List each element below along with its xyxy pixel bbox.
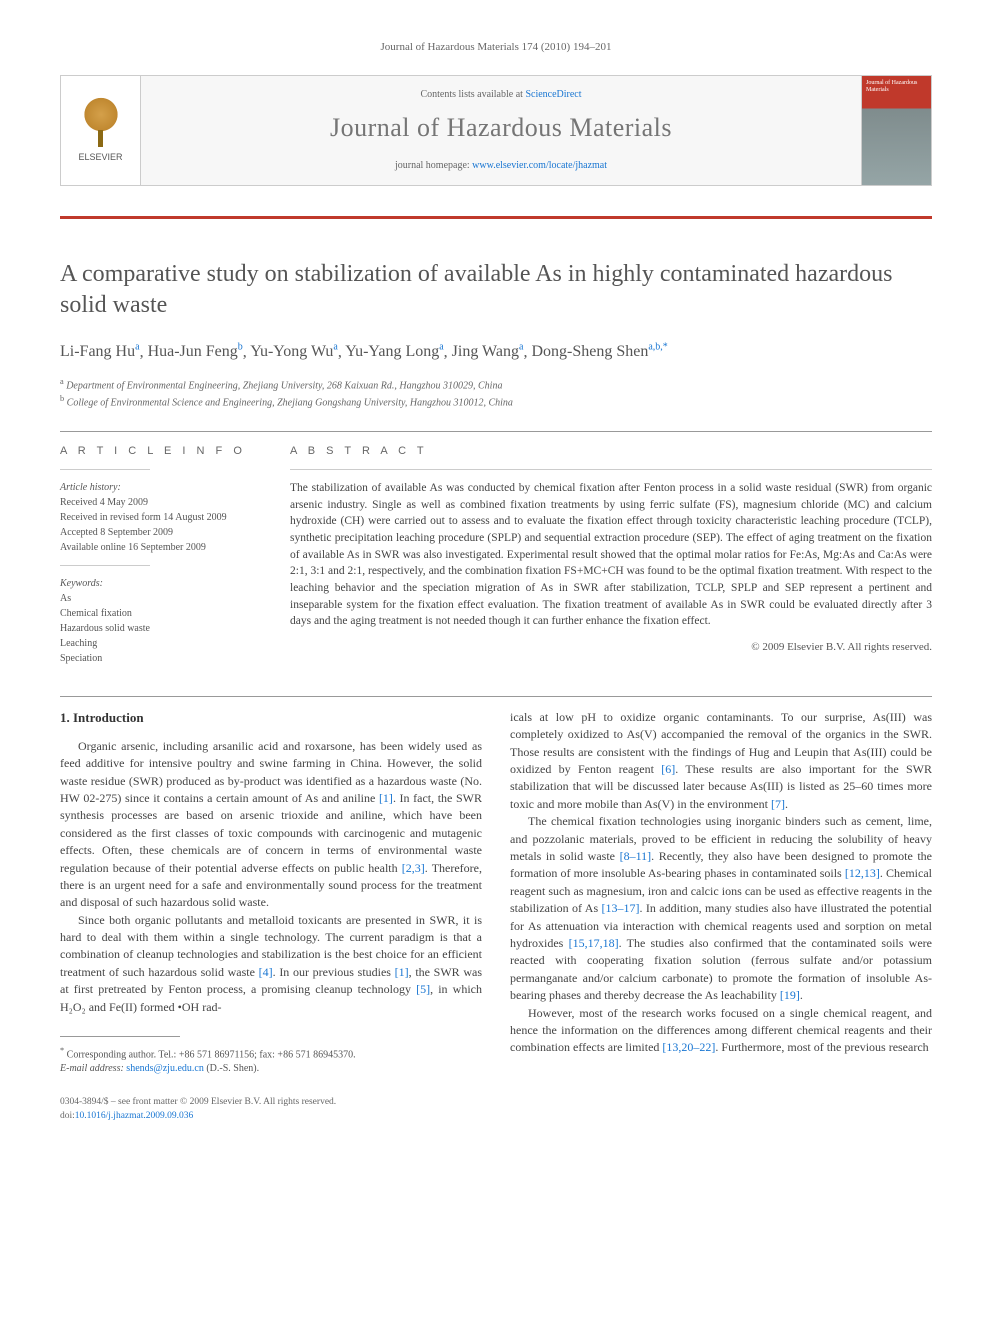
homepage-prefix: journal homepage: xyxy=(395,160,472,171)
keyword: Chemical fixation xyxy=(60,606,260,621)
author: Yu-Yong Wua xyxy=(250,343,338,360)
contents-available-line: Contents lists available at ScienceDirec… xyxy=(153,88,849,102)
email-suffix: (D.-S. Shen). xyxy=(206,1063,259,1074)
banner-center: Contents lists available at ScienceDirec… xyxy=(141,76,861,184)
publisher-name: ELSEVIER xyxy=(78,151,122,164)
article-title: A comparative study on stabilization of … xyxy=(60,259,932,321)
red-divider xyxy=(60,216,932,219)
author: Hua-Jun Fengb xyxy=(148,343,243,360)
abstract-column: A B S T R A C T The stabilization of ava… xyxy=(290,444,932,666)
contents-prefix: Contents lists available at xyxy=(420,89,525,100)
divider xyxy=(60,696,932,697)
article-info-heading: A R T I C L E I N F O xyxy=(60,444,260,459)
author: Jing Wanga xyxy=(452,343,524,360)
author-affiliation-marker: a,b, xyxy=(648,342,662,353)
author: Dong-Sheng Shena,b,* xyxy=(531,343,667,360)
keyword: Leaching xyxy=(60,636,260,651)
journal-banner: ELSEVIER Contents lists available at Sci… xyxy=(60,75,932,185)
homepage-line: journal homepage: www.elsevier.com/locat… xyxy=(153,159,849,173)
citation-link[interactable]: [19] xyxy=(780,988,800,1002)
body-text: 1. Introduction Organic arsenic, includi… xyxy=(60,709,932,1076)
affiliation-line: b College of Environmental Science and E… xyxy=(60,393,932,410)
history-line: Received in revised form 14 August 2009 xyxy=(60,510,260,525)
history-line: Available online 16 September 2009 xyxy=(60,540,260,555)
homepage-link[interactable]: www.elsevier.com/locate/jhazmat xyxy=(472,160,607,171)
page-citation: Journal of Hazardous Materials 174 (2010… xyxy=(60,40,932,55)
citation-link[interactable]: [8–11] xyxy=(620,849,652,863)
citation-link[interactable]: [2,3] xyxy=(402,861,425,875)
abstract-text: The stabilization of available As was co… xyxy=(290,480,932,630)
front-matter-line: 0304-3894/$ – see front matter © 2009 El… xyxy=(60,1096,932,1109)
keyword: Speciation xyxy=(60,651,260,666)
journal-title: Journal of Hazardous Materials xyxy=(153,110,849,146)
divider xyxy=(60,431,932,432)
info-divider xyxy=(60,469,150,470)
elsevier-tree-icon xyxy=(76,97,126,147)
body-paragraph: Organic arsenic, including arsanilic aci… xyxy=(60,738,482,912)
affiliations: a Department of Environmental Engineerin… xyxy=(60,376,932,411)
body-paragraph: However, most of the research works focu… xyxy=(510,1005,932,1057)
history-line: Received 4 May 2009 xyxy=(60,495,260,510)
author-list: Li-Fang Hua, Hua-Jun Fengb, Yu-Yong Wua,… xyxy=(60,341,932,364)
section-heading-intro: 1. Introduction xyxy=(60,709,482,728)
publisher-logo: ELSEVIER xyxy=(61,76,141,184)
body-paragraph: The chemical fixation technologies using… xyxy=(510,813,932,1004)
article-history: Article history: Received 4 May 2009Rece… xyxy=(60,480,260,555)
citation-link[interactable]: [6] xyxy=(661,762,675,776)
sciencedirect-link[interactable]: ScienceDirect xyxy=(525,89,581,100)
cover-text: Journal of Hazardous Materials xyxy=(866,80,931,93)
author: Li-Fang Hua xyxy=(60,343,140,360)
citation-link[interactable]: [13,20–22] xyxy=(662,1040,715,1054)
email-label: E-mail address: xyxy=(60,1063,124,1074)
citation-link[interactable]: [7] xyxy=(771,797,785,811)
citation-link[interactable]: [1] xyxy=(379,791,393,805)
citation-link[interactable]: [12,13] xyxy=(845,866,880,880)
author-affiliation-marker: a xyxy=(333,342,337,353)
keywords-block: Keywords: AsChemical fixationHazardous s… xyxy=(60,576,260,666)
abstract-copyright: © 2009 Elsevier B.V. All rights reserved… xyxy=(290,640,932,655)
doi-link[interactable]: 10.1016/j.jhazmat.2009.09.036 xyxy=(75,1111,193,1121)
article-info-column: A R T I C L E I N F O Article history: R… xyxy=(60,444,260,666)
citation-link[interactable]: [4] xyxy=(259,965,273,979)
keyword: As xyxy=(60,591,260,606)
author: Yu-Yang Longa xyxy=(345,343,443,360)
history-label: Article history: xyxy=(60,480,260,495)
abstract-divider xyxy=(290,469,932,470)
abstract-heading: A B S T R A C T xyxy=(290,444,932,459)
keywords-label: Keywords: xyxy=(60,576,260,591)
citation-link[interactable]: [5] xyxy=(416,982,430,996)
author-affiliation-marker: a xyxy=(439,342,443,353)
citation-link[interactable]: [15,17,18] xyxy=(569,936,619,950)
footnote-divider xyxy=(60,1036,180,1037)
keyword: Hazardous solid waste xyxy=(60,621,260,636)
corresponding-email-link[interactable]: shends@zju.edu.cn xyxy=(126,1063,204,1074)
author-affiliation-marker: a xyxy=(519,342,523,353)
corresponding-star: * xyxy=(663,342,668,353)
affiliation-line: a Department of Environmental Engineerin… xyxy=(60,376,932,393)
body-paragraph: icals at low pH to oxidize organic conta… xyxy=(510,709,932,813)
corresponding-label: Corresponding author. Tel.: +86 571 8697… xyxy=(67,1049,356,1060)
corresponding-author: * Corresponding author. Tel.: +86 571 86… xyxy=(60,1045,482,1076)
citation-link[interactable]: [1] xyxy=(395,965,409,979)
doi-prefix: doi: xyxy=(60,1111,75,1121)
author-affiliation-marker: a xyxy=(135,342,139,353)
journal-cover-thumbnail: Journal of Hazardous Materials xyxy=(861,76,931,184)
footer-metadata: 0304-3894/$ – see front matter © 2009 El… xyxy=(60,1096,932,1123)
history-line: Accepted 8 September 2009 xyxy=(60,525,260,540)
author-affiliation-marker: b xyxy=(238,342,243,353)
info-divider xyxy=(60,565,150,566)
corresponding-star: * xyxy=(60,1046,64,1055)
body-paragraph: Since both organic pollutants and metall… xyxy=(60,912,482,1016)
citation-link[interactable]: [13–17] xyxy=(602,901,640,915)
